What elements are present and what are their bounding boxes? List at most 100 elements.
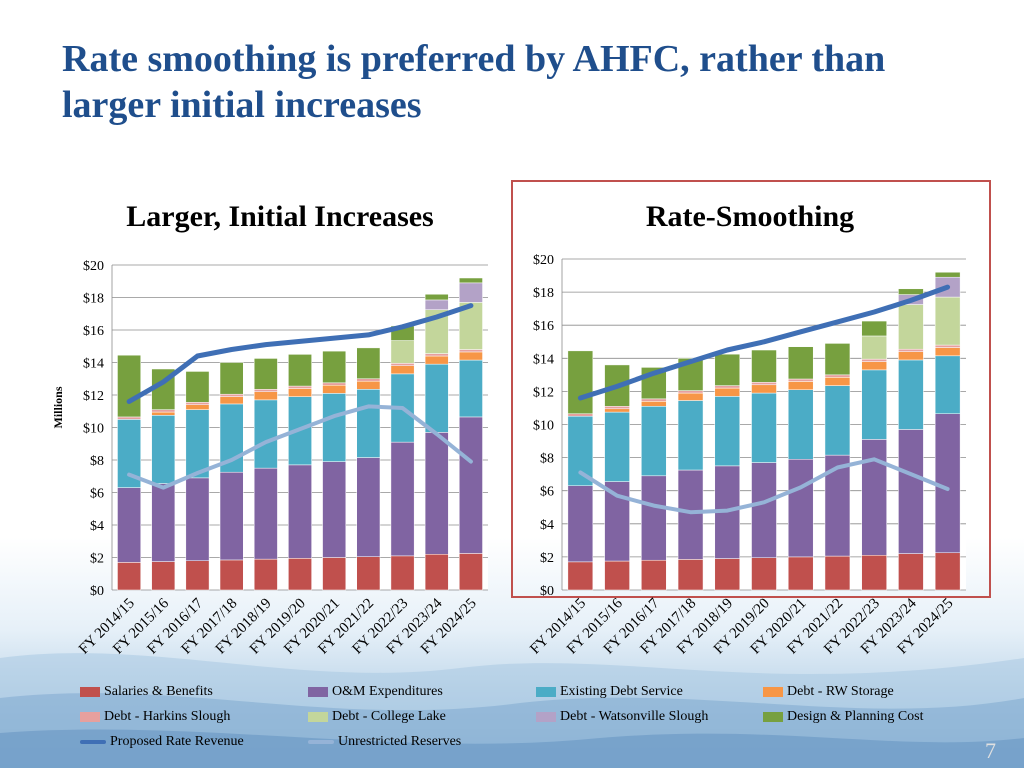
bar-debt-college-lake [390,340,415,364]
bar-o-m-expenditures [322,461,347,558]
bar-design-planning-cost [322,350,347,384]
y-tick-label: $4 [90,519,104,534]
bar-debt-harkins-slough [322,382,347,386]
y-tick-label: $14 [83,357,104,372]
bar-salaries-benefits [787,556,814,591]
y-tick-label: $14 [533,352,554,367]
legend-label: Debt - Harkins Slough [104,709,231,724]
y-tick-label: $12 [533,385,554,400]
y-axis-title: Millions [51,386,65,428]
bar-existing-debt-service [677,400,704,471]
bar-o-m-expenditures [424,432,449,555]
legend-swatch [536,686,556,697]
bar-debt-rw-storage [824,377,851,386]
left-chart-title: Larger, Initial Increases [126,200,434,233]
y-tick-label: $12 [83,389,104,404]
line-proposed-rate-revenue [577,284,951,401]
bar-debt-watsonville-slough [459,282,483,303]
bar-salaries-benefits [390,555,415,591]
legend-item-o-m-expenditures: O&M Expenditures [308,684,443,700]
bar-design-planning-cost [356,347,381,379]
bar-design-planning-cost [288,354,312,387]
bar-salaries-benefits [288,558,312,591]
bar-debt-rw-storage [677,392,704,401]
y-tick-label: $20 [83,259,104,274]
bar-debt-rw-storage [459,351,483,361]
legend-label: Debt - Watsonville Slough [560,709,709,724]
bar-debt-rw-storage [390,365,415,375]
bar-o-m-expenditures [185,477,210,561]
bar-debt-rw-storage [751,384,777,394]
bar-debt-rw-storage [934,347,961,357]
bar-design-planning-cost [824,343,851,376]
bar-salaries-benefits [934,552,961,591]
bar-existing-debt-service [824,385,851,456]
bar-o-m-expenditures [898,429,924,554]
bar-salaries-benefits [185,560,210,591]
y-tick-label: $6 [540,485,554,500]
bar-debt-harkins-slough [567,413,594,417]
bar-debt-college-lake [934,296,961,346]
bar-debt-harkins-slough [253,389,278,392]
legend-label: Design & Planning Cost [787,709,924,724]
bar-design-planning-cost [185,371,210,403]
legend-item-debt-harkins-slough: Debt - Harkins Slough [80,709,230,725]
bar-debt-harkins-slough [185,402,210,405]
bar-salaries-benefits [219,559,244,591]
bar-debt-harkins-slough [787,378,814,382]
legend-label: Existing Debt Service [560,684,683,699]
bar-salaries-benefits [604,560,630,591]
bar-salaries-benefits [117,562,141,591]
bar-salaries-benefits [677,559,704,591]
legend-swatch [763,686,783,697]
bar-debt-watsonville-slough [424,299,449,310]
legend-label: Proposed Rate Revenue [110,734,244,749]
legend-swatch [80,686,100,697]
legend-swatch [80,711,100,722]
bar-o-m-expenditures [751,462,777,558]
bar-debt-harkins-slough [934,344,961,348]
bar-debt-harkins-slough [677,390,704,394]
legend-swatch [763,711,783,722]
bar-design-planning-cost [934,271,961,278]
bar-debt-rw-storage [424,355,449,365]
bar-design-planning-cost [861,320,887,337]
bar-debt-rw-storage [861,361,887,371]
legend-item-debt-college-lake: Debt - College Lake [308,709,446,725]
y-tick-label: $8 [540,452,554,467]
line-unrestricted-reserves [578,457,950,515]
bar-o-m-expenditures [677,469,704,560]
bar-design-planning-cost [787,346,814,380]
bar-salaries-benefits [253,558,278,591]
slide-title: Rate smoothing is preferred by AHFC, rat… [62,38,886,126]
bar-debt-harkins-slough [459,349,483,353]
bar-debt-rw-storage [356,380,381,390]
bar-design-planning-cost [898,288,924,295]
bar-existing-debt-service [356,389,381,458]
bar-debt-harkins-slough [117,416,141,420]
legend-label: Debt - RW Storage [787,684,894,699]
bar-salaries-benefits [714,558,741,591]
bar-salaries-benefits [898,553,924,591]
bar-o-m-expenditures [567,485,594,563]
legend-label: Salaries & Benefits [104,684,213,699]
bar-o-m-expenditures [459,416,483,554]
bar-existing-debt-service [641,406,667,477]
bar-salaries-benefits [151,561,176,591]
bar-existing-debt-service [459,359,483,418]
y-tick-label: $18 [83,292,104,307]
bar-o-m-expenditures [219,471,244,561]
bar-debt-rw-storage [787,381,814,390]
bar-salaries-benefits [322,557,347,591]
bar-o-m-expenditures [934,413,961,554]
y-tick-label: $10 [533,419,554,434]
legend-item-design-planning-cost: Design & Planning Cost [763,709,924,725]
legend-label: O&M Expenditures [332,684,443,699]
y-tick-label: $10 [83,422,104,437]
bar-salaries-benefits [459,553,483,591]
y-tick-label: $2 [90,552,104,567]
bar-salaries-benefits [424,554,449,591]
bar-debt-harkins-slough [356,378,381,382]
bar-o-m-expenditures [390,441,415,557]
bar-debt-rw-storage [604,408,630,413]
